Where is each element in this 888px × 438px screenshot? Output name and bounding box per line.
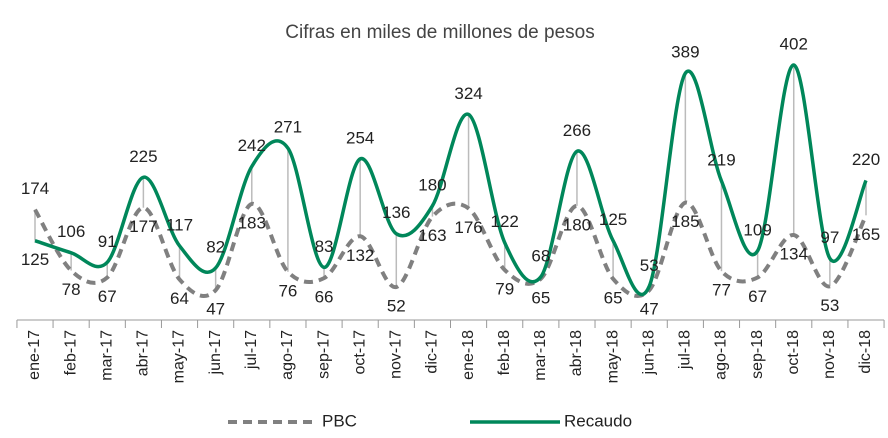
data-label: 125 (21, 250, 49, 269)
data-label: 65 (604, 288, 623, 307)
x-tick-label: feb-18 (496, 330, 513, 375)
legend-label: PBC (322, 411, 357, 430)
data-label: 117 (166, 215, 193, 234)
data-label: 109 (743, 220, 771, 239)
data-label: 53 (640, 256, 659, 275)
x-tick-label: dic-17 (424, 330, 441, 374)
data-label: 65 (531, 288, 550, 307)
x-tick-label: dic-18 (857, 330, 874, 374)
data-label: 180 (563, 215, 591, 234)
x-tick-label: oct-17 (351, 330, 368, 375)
x-tick-label: ago-18 (713, 330, 730, 380)
data-label: 67 (98, 287, 117, 306)
data-label: 134 (780, 244, 808, 263)
data-label: 176 (454, 218, 482, 237)
data-label: 91 (98, 232, 117, 251)
data-label: 106 (57, 222, 85, 241)
data-label: 64 (170, 289, 189, 308)
data-label: 82 (206, 237, 225, 256)
data-label: 185 (671, 212, 699, 231)
x-tick-label: sep-18 (749, 330, 766, 379)
data-label: 219 (707, 151, 735, 170)
data-label: 47 (206, 300, 225, 319)
data-label: 254 (346, 128, 374, 147)
data-label: 225 (129, 147, 157, 166)
data-label: 125 (599, 210, 627, 229)
data-label: 79 (495, 279, 514, 298)
x-tick-label: may-18 (604, 330, 621, 383)
data-label: 122 (491, 212, 519, 231)
data-label: 163 (418, 226, 446, 245)
x-tick-label: jun-18 (640, 330, 657, 376)
data-label: 76 (278, 281, 297, 300)
data-label: 177 (129, 217, 157, 236)
data-label: 180 (418, 175, 446, 194)
data-label: 67 (748, 287, 767, 306)
data-label: 47 (640, 300, 659, 319)
x-tick-label: sep-17 (315, 330, 332, 379)
x-tick-label: abr-17 (135, 330, 152, 376)
data-label: 266 (563, 121, 591, 140)
data-label: 68 (531, 246, 550, 265)
data-label: 97 (820, 228, 839, 247)
data-label: 183 (238, 213, 266, 232)
x-tick-label: ene-17 (26, 330, 43, 380)
legend-label: Recaudo (564, 411, 632, 430)
data-label: 83 (315, 237, 334, 256)
x-tick-label: jul-18 (677, 330, 694, 370)
data-label: 402 (780, 34, 808, 53)
chart-subtitle: Cifras en miles de millones de pesos (285, 22, 594, 43)
data-label: 77 (712, 281, 731, 300)
data-label: 242 (238, 136, 266, 155)
x-tick-label: nov-18 (821, 330, 838, 379)
line-recaudo (34, 63, 868, 297)
data-label: 53 (820, 296, 839, 315)
data-label: 389 (671, 43, 699, 62)
data-label: 66 (315, 288, 334, 307)
x-tick-label: oct-18 (785, 330, 802, 375)
x-tick-label: jul-17 (243, 330, 260, 370)
x-tick-label: may-17 (171, 330, 188, 383)
data-label: 136 (382, 203, 410, 222)
x-tick-label: mar-18 (532, 330, 549, 381)
data-label: 271 (274, 118, 302, 137)
x-tick-label: feb-17 (62, 330, 79, 375)
line-pbc (33, 200, 868, 298)
x-tick-label: jun-17 (207, 330, 224, 376)
x-tick-label: mar-17 (98, 330, 115, 381)
data-label: 174 (21, 179, 49, 198)
data-label: 132 (346, 246, 374, 265)
data-label: 52 (387, 296, 406, 315)
x-tick-label: nov-17 (388, 330, 405, 379)
data-label: 324 (454, 84, 482, 103)
data-label: 165 (852, 225, 880, 244)
x-tick-label: ago-17 (279, 330, 296, 380)
x-tick-label: abr-18 (568, 330, 585, 376)
data-label: 220 (852, 150, 880, 169)
x-tick-label: ene-18 (460, 330, 477, 380)
data-label: 78 (62, 280, 81, 299)
